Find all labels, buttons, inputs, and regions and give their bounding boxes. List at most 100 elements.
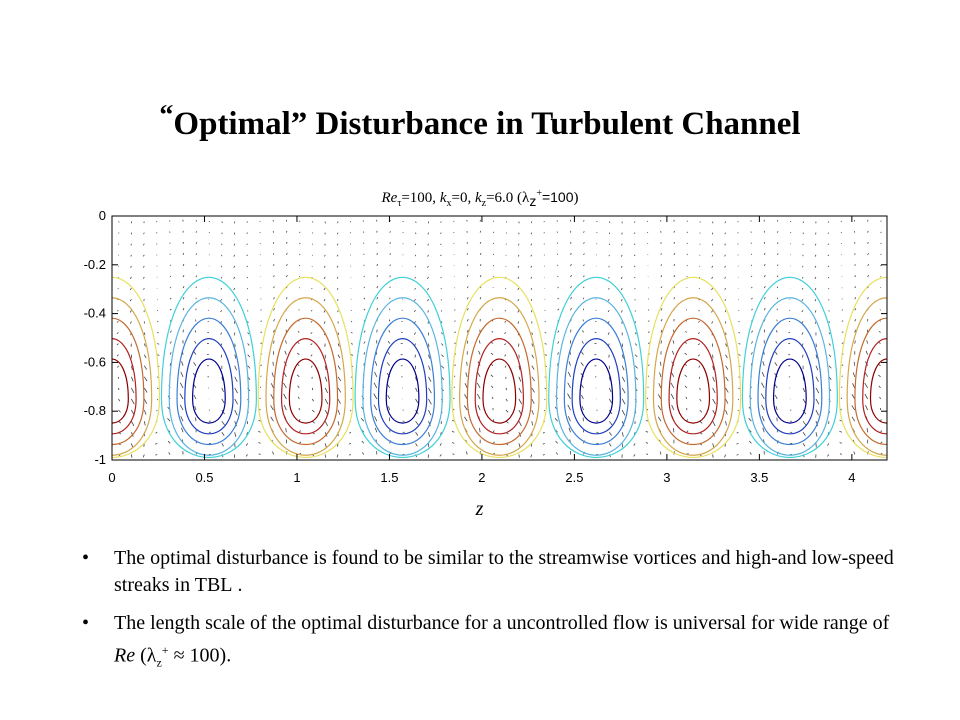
quiver-arrow [415,443,418,447]
quiver-arrow [686,253,688,256]
quiver-arrow [491,396,494,400]
x-axis-label: z [475,498,484,520]
quiver-arrow [827,276,830,279]
quiver-arrow [504,354,507,357]
quiver-arrow [557,308,560,311]
quiver-arrow [724,232,726,235]
quiver-arrow [466,264,469,267]
quiver-arrow [724,287,726,290]
plot-title-re-sub: τ [397,198,402,209]
bullet-text-1: The optimal disturbance is found to be s… [114,547,894,596]
quiver-arrow [660,286,663,289]
quiver-arrow [647,375,650,378]
quiver-arrow [337,354,341,359]
quiver-arrow [270,405,274,411]
quiver-arrow [285,427,287,433]
quiver-arrow [828,332,831,335]
quiver-arrow [440,221,442,223]
quiver-arrow [299,231,301,233]
quiver-arrow [864,393,868,400]
quiver-arrow [712,365,715,371]
quiver-arrow [414,287,416,290]
plot-frame [111,215,888,461]
quiver-arrow [505,232,507,234]
quiver-arrow [195,264,198,267]
quiver-arrow [286,252,288,256]
quiver-arrow [246,232,248,234]
quiver-arrow [182,274,185,278]
quiver-arrow [247,332,250,335]
quiver-arrow [699,398,702,402]
quiver-arrow [608,398,613,404]
quiver-arrow [220,332,223,335]
quiver-arrow [283,393,287,400]
quiver-arrow [608,354,610,358]
quiver-arrow [517,254,520,257]
quiver-arrow [815,354,818,359]
quiver-arrow [531,409,534,415]
quiver-arrow [815,398,820,405]
positive-vortex-contour [869,358,887,424]
quiver-arrow [684,374,688,378]
quiver-arrow [441,332,443,335]
quiver-arrow [234,398,239,405]
quiver-arrow [581,394,584,400]
quiver-arrow [195,220,197,222]
negative-vortex-contour [362,297,443,456]
quiver-arrow [685,309,688,311]
quiver-arrow [621,409,626,416]
quiver-arrow [283,382,287,389]
quiver-arrow [854,340,856,344]
quiver-arrow [712,398,716,405]
quiver-arrow [839,419,842,422]
quiver-arrow [491,385,494,389]
quiver-arrow [311,232,314,234]
positive-vortex-contour [668,338,718,435]
quiver-arrow [143,365,148,370]
quiver-arrow [543,409,546,412]
quiver-arrow [323,265,326,268]
x-tick-label: 4 [848,470,855,485]
quiver-arrow [441,354,444,358]
quiver-arrow [840,397,843,400]
quiver-arrow [336,243,339,246]
quiver-arrow [129,287,132,291]
quiver-arrow [570,307,572,311]
quiver-arrow [350,343,353,345]
quiver-arrow [260,342,263,344]
quiver-arrow [762,361,765,366]
quiver-arrow [517,310,520,313]
quiver-arrow [686,430,689,433]
quiver-arrow [246,276,248,279]
quiver-arrow [350,354,354,356]
quiver-arrow [725,421,727,426]
quiver-arrow [157,321,159,323]
quiver-arrow [118,387,120,391]
quiver-arrow [131,387,135,394]
quiver-arrow [607,298,610,301]
quiver-arrow [492,419,495,422]
quiver-arrow [751,352,753,355]
slide-title: “Optimal” Disturbance in Turbulent Chann… [0,100,960,143]
quiver-arrow [195,275,198,278]
quiver-arrow [608,432,613,436]
quiver-arrow [193,351,197,355]
positive-vortex-contour [846,297,887,456]
quiver-arrow [697,343,700,346]
quiver-arrow [567,393,571,400]
quiver-arrow [854,297,857,300]
quiver-arrow [143,287,145,290]
quiver-arrow [310,309,313,312]
quiver-arrow [582,330,584,333]
quiver-arrow [389,275,391,278]
quiver-arrow [686,441,689,444]
y-tick-label: 0 [99,208,106,223]
quiver-arrow [273,308,275,311]
quiver-arrow [531,376,535,382]
quiver-arrow [427,254,429,257]
quiver-arrow [156,387,159,390]
quiver-arrow [775,340,778,344]
quiver-arrow [763,252,766,255]
plot-title-kx-sub: x [446,198,452,209]
quiver-arrow [839,453,842,455]
